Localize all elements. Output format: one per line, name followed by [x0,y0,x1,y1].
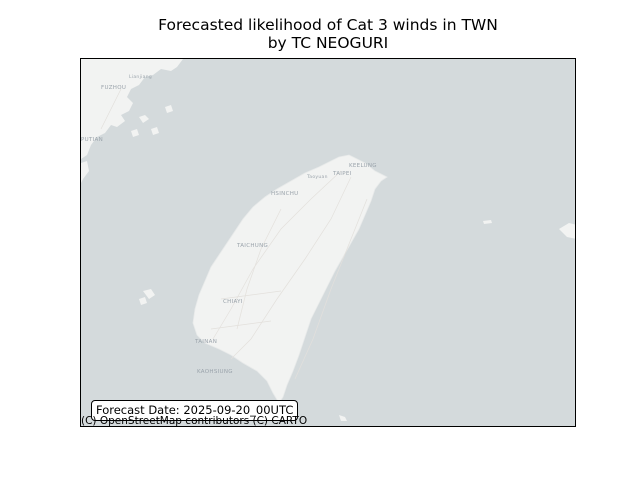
city-label-tainan: TAINAN [195,339,218,345]
city-label-taipei: TAIPEI [333,171,352,177]
forecast-date-box: Forecast Date: 2025-09-20_00UTC [91,400,299,421]
chart-title: Forecasted likelihood of Cat 3 winds in … [0,16,640,52]
city-label-hsinchu: HSINCHU [271,191,299,197]
title-line-2: by TC NEOGURI [267,34,389,52]
city-label-chiayi: CHIAYI [223,299,243,305]
south-islet [339,415,347,421]
city-label-putian: PUTIAN [81,137,104,143]
penghu-islands [139,289,155,305]
city-label-kaohsiung: KAOHSIUNG [197,369,233,375]
east-islet [483,220,492,224]
basemap-svg [81,59,575,421]
city-label-fuzhou: FUZHOU [101,85,127,91]
taiwan-island-land [192,154,388,404]
city-label-taoyuan: Taoyuan [307,175,328,180]
map-attribution: (C) OpenStreetMap contributors (C) CARTO [81,415,308,427]
east-island [559,223,575,239]
mainland-china-land [81,59,183,159]
city-label-keelung: KEELUNG [349,163,377,169]
road-network [100,88,368,380]
city-label-taichung: TAICHUNG [237,243,269,249]
city-label-lianjiang: Lianjiang [129,75,153,80]
title-line-1: Forecasted likelihood of Cat 3 winds in … [158,16,498,34]
map-panel[interactable]: FUZHOU Lianjiang PUTIAN KEELUNG Taoyuan … [80,58,576,427]
